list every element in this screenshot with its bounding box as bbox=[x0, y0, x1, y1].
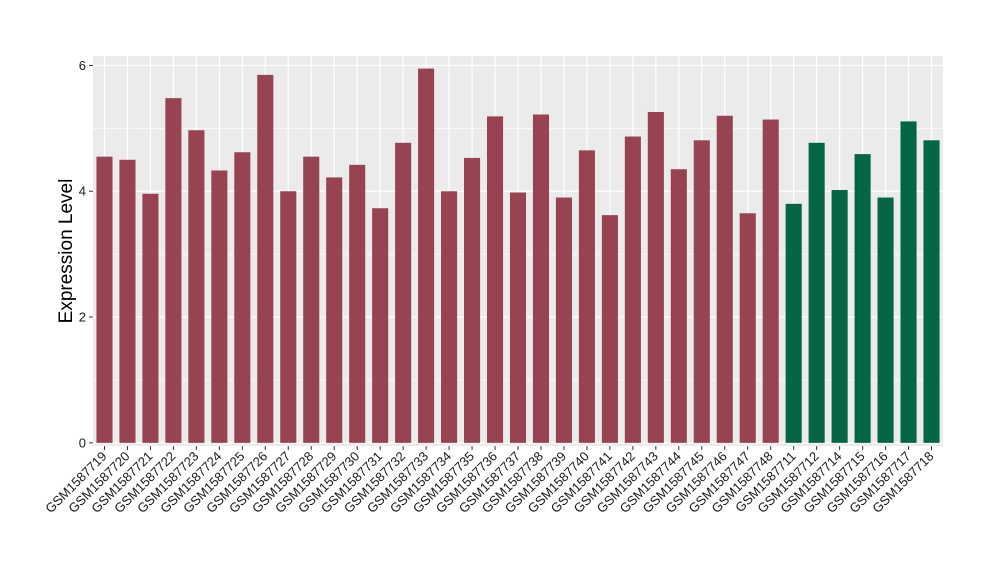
bar bbox=[119, 159, 136, 443]
bar bbox=[395, 142, 412, 443]
bar bbox=[464, 157, 481, 443]
bar bbox=[923, 140, 940, 443]
y-tick-label: 4 bbox=[79, 184, 86, 199]
bar bbox=[418, 68, 435, 443]
bar bbox=[509, 192, 527, 443]
bar bbox=[280, 191, 297, 443]
bar bbox=[532, 114, 550, 443]
bar bbox=[142, 193, 159, 443]
bar bbox=[739, 213, 756, 443]
y-tick-label: 6 bbox=[79, 58, 86, 73]
bar bbox=[601, 215, 618, 443]
bar bbox=[670, 169, 687, 443]
bar bbox=[165, 98, 182, 443]
bars bbox=[96, 68, 940, 443]
x-axis: GSM1587719GSM1587720GSM1587721GSM1587722… bbox=[42, 446, 937, 516]
bar bbox=[762, 119, 779, 443]
bar bbox=[854, 154, 871, 443]
bar bbox=[578, 150, 595, 443]
bar bbox=[326, 177, 343, 443]
bar bbox=[96, 156, 113, 443]
bar bbox=[211, 170, 228, 443]
bar bbox=[486, 116, 504, 443]
y-axis: 0 2 4 6 bbox=[79, 58, 93, 450]
bar bbox=[877, 197, 894, 443]
bar bbox=[716, 115, 733, 443]
y-tick-label: 2 bbox=[79, 310, 86, 325]
bar bbox=[900, 121, 917, 443]
bar bbox=[808, 142, 825, 443]
bar bbox=[785, 203, 802, 443]
bar bbox=[831, 189, 848, 443]
bar bbox=[647, 111, 664, 443]
bar bbox=[188, 130, 205, 443]
bar bbox=[349, 164, 366, 443]
bar bbox=[257, 74, 274, 443]
bar bbox=[624, 136, 641, 443]
bar bbox=[303, 156, 320, 443]
bar bbox=[372, 208, 389, 443]
bar bbox=[555, 197, 572, 443]
bar bbox=[693, 140, 710, 443]
bar bbox=[441, 191, 458, 443]
y-axis-title: Expression Level bbox=[56, 179, 77, 324]
y-tick-label: 0 bbox=[79, 435, 86, 450]
bar bbox=[234, 152, 251, 443]
